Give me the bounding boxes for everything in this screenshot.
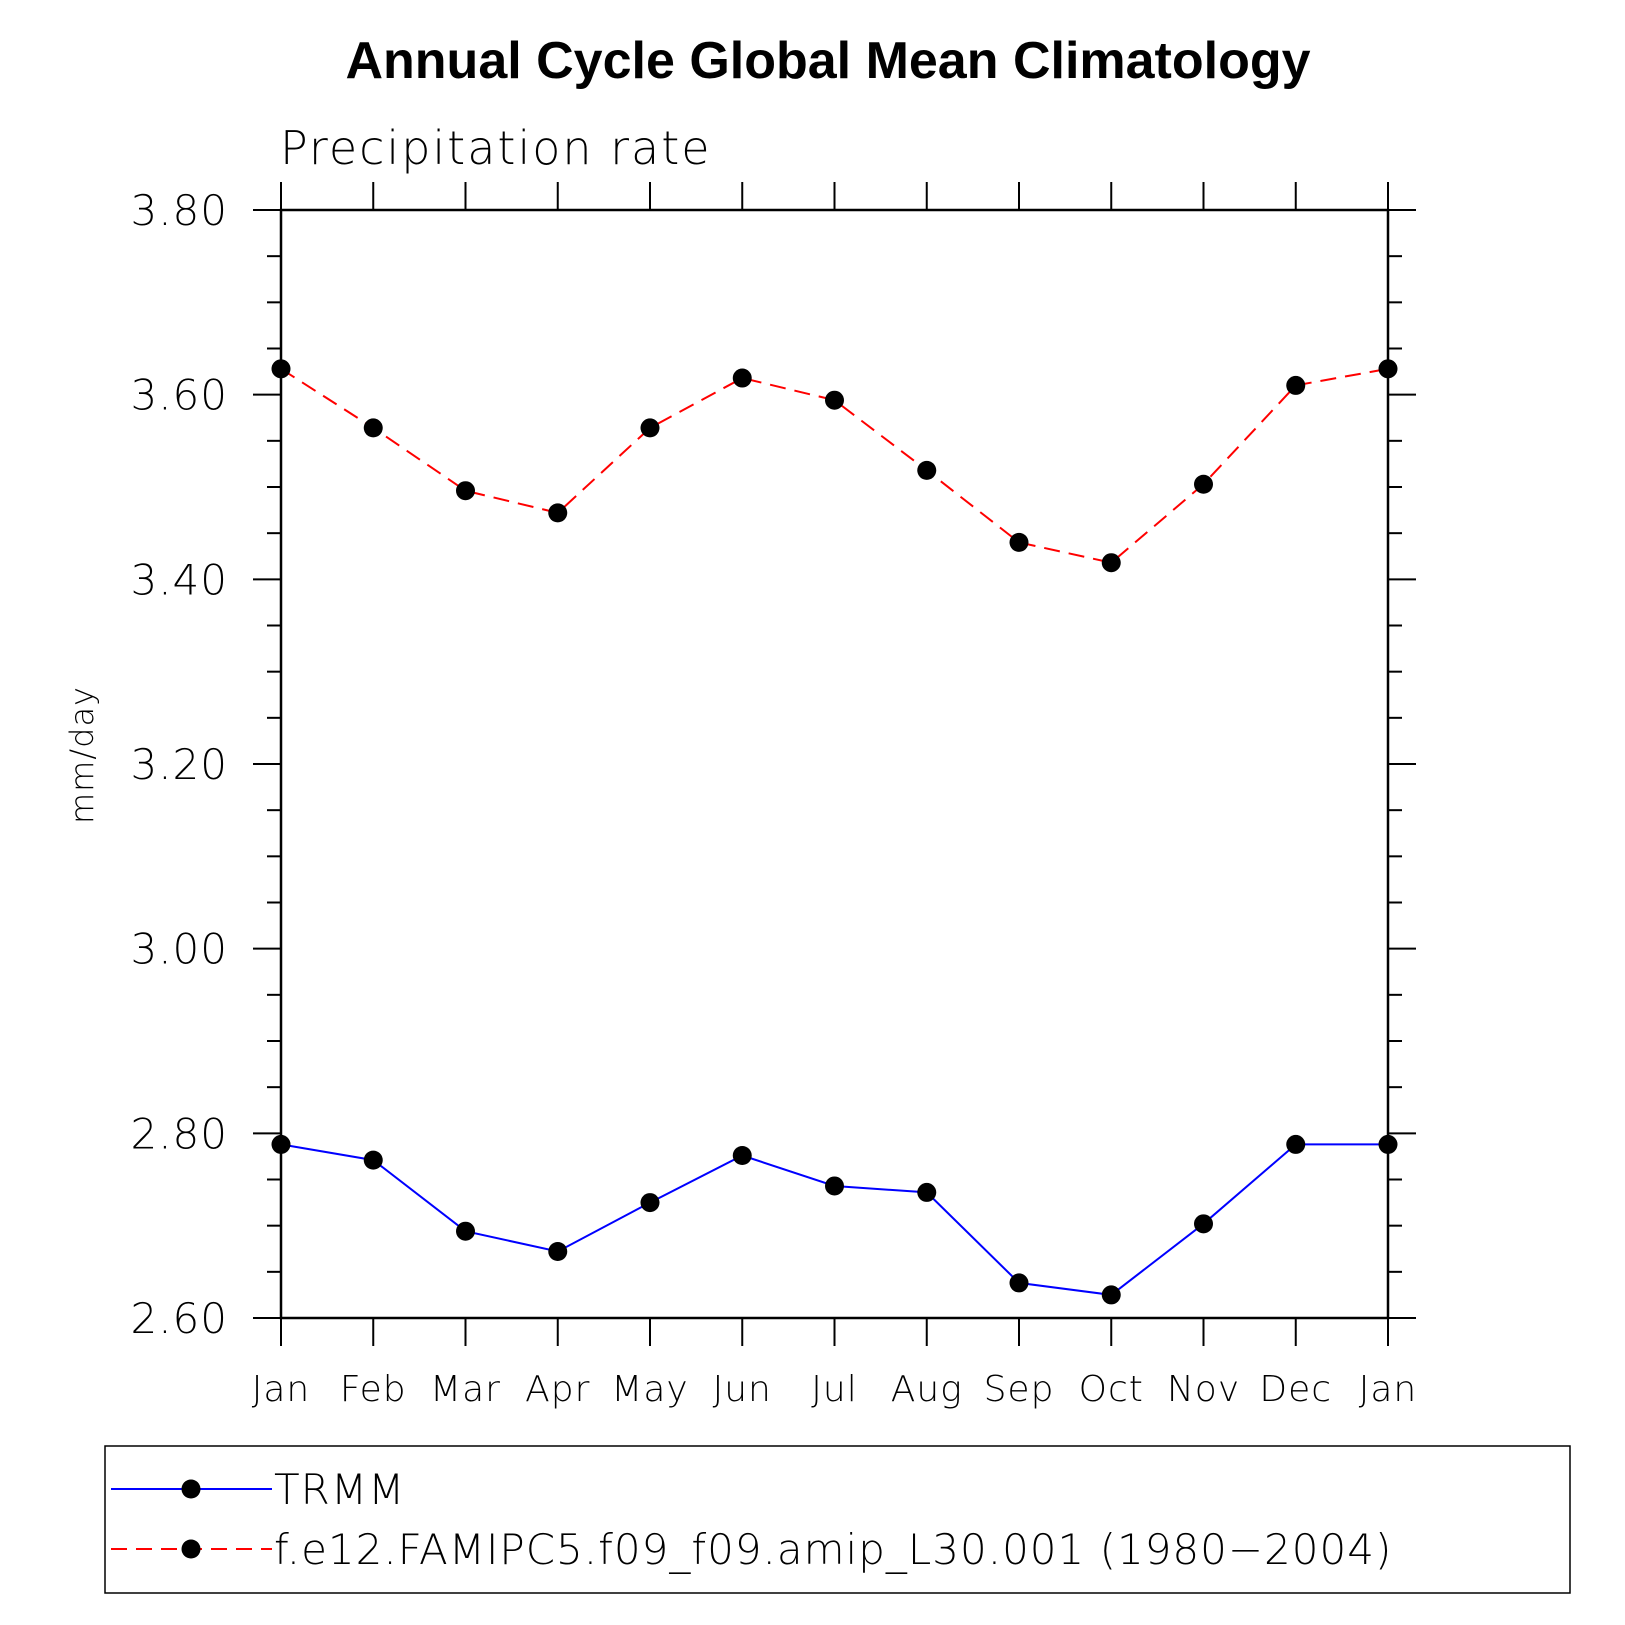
series-1-point [1286,375,1306,395]
legend-item-trmm: TRMM [111,1465,405,1514]
y-tick-label: 3.00 [130,925,228,974]
legend-label-model: f.e12.FAMIPC5.f09_f09.amip_L30.001 (1980… [274,1525,1392,1574]
series-1-point [640,418,660,438]
series-0-point [1378,1134,1398,1154]
y-tick-label: 3.40 [130,555,228,604]
series-1-point [271,359,291,379]
series-0-point [1101,1285,1121,1305]
series-0-point [917,1182,937,1202]
x-tick-label: Nov [1167,1369,1240,1410]
x-tick-label: Sep [984,1369,1055,1410]
legend-label-trmm: TRMM [274,1465,405,1514]
series-1-point [917,460,937,480]
plot-area: 2.60 2.80 3.00 3.20 3.40 3.60 3.80 Jan Feb Mar Ap… [130,182,1418,1410]
series-0-point [1194,1214,1213,1234]
legend: TRMM f.e12.FAMIPC5.f09_f09.amip_L30.001 … [104,1445,1571,1594]
series-1-point [825,390,844,410]
legend-marker-model [181,1539,201,1559]
x-tick-label: Oct [1079,1369,1144,1410]
x-tick-label: Apr [525,1369,590,1410]
series-0-point [732,1145,752,1165]
legend-marker-trmm [181,1479,201,1499]
series-0-point [1286,1134,1306,1154]
series-0-point [363,1150,383,1170]
chart-subtitle: Precipitation rate [280,121,712,175]
series-0-point [1009,1273,1029,1293]
y-tick-label: 3.80 [130,186,228,235]
series-1-point [548,503,568,523]
y-tick-label: 2.80 [130,1109,228,1158]
legend-box [104,1445,1571,1594]
y-axis-label: mm/day [63,686,101,824]
series-0-point [640,1193,660,1213]
series-1-point [732,368,752,388]
x-tick-label: Feb [340,1369,407,1410]
x-tick-label: Jun [713,1369,772,1410]
x-tick-label: Dec [1259,1369,1332,1410]
series-layer [271,359,1398,1305]
series-1-point [1009,532,1029,552]
series-0-point [456,1221,475,1241]
series-0-point [825,1176,844,1196]
series-0-point [271,1134,291,1154]
y-tick-label: 3.20 [130,740,228,789]
series-line-0 [280,1143,1388,1296]
series-1-point [456,481,475,501]
axis-ticks [253,182,1416,1346]
y-tick-label: 3.60 [130,371,228,420]
x-tick-label: Mar [430,1369,501,1410]
x-tick-label: Aug [891,1369,963,1410]
series-1-point [363,418,383,438]
series-1-point [1378,359,1398,379]
y-tick-labels: 2.60 2.80 3.00 3.20 3.40 3.60 3.80 [130,186,228,1343]
legend-item-model: f.e12.FAMIPC5.f09_f09.amip_L30.001 (1980… [111,1525,1392,1574]
x-tick-label: May [611,1369,688,1410]
x-tick-label: Jan [1359,1369,1418,1410]
x-tick-label: Jul [811,1369,857,1410]
series-1-point [1194,474,1213,494]
y-tick-label: 2.60 [130,1294,228,1343]
series-1-point [1101,553,1121,573]
x-tick-label: Jan [252,1369,311,1410]
chart-title: Annual Cycle Global Mean Climatology [345,32,1310,90]
x-tick-labels: Jan Feb Mar Apr May Jun Jul Aug Sep Oct Nov Dec Jan [252,1369,1418,1410]
plot-frame [279,208,1390,1320]
series-0-point [548,1242,568,1262]
